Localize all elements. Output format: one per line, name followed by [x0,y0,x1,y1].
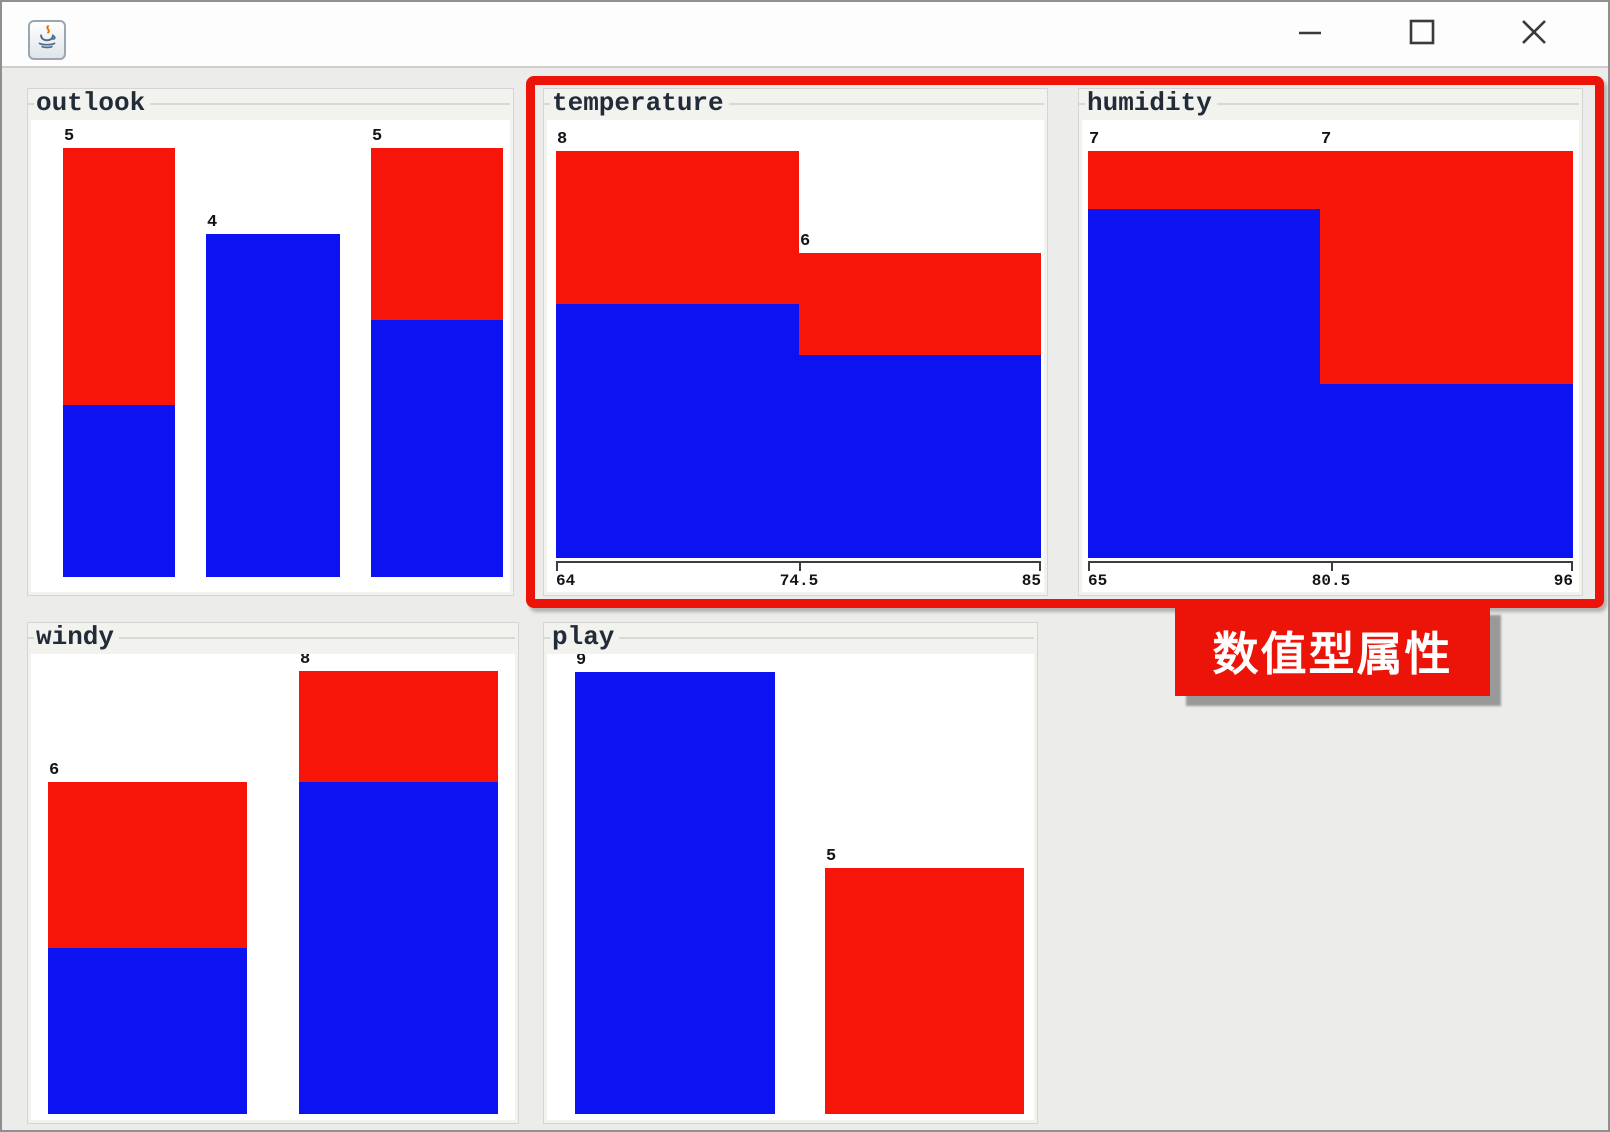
title-border-line [544,637,550,639]
title-border-line [619,637,1034,639]
attribute-name-label: humidity [1087,88,1212,118]
window-controls [1272,2,1572,66]
panel-title-play: play [544,622,1037,653]
x-axis-tick [1039,561,1041,571]
x-axis-max-label: 96 [1553,572,1573,590]
bar-count-label: 6 [49,761,60,780]
title-border-line [28,637,34,639]
title-border-line [544,103,550,105]
attribute-name-label: temperature [552,88,724,118]
bar-segment-blue [1320,384,1573,558]
x-axis-tick [1331,561,1333,571]
numeric-attributes-callout-text: 数值型属性 [1212,626,1453,681]
java-app-icon-button[interactable] [28,20,66,60]
bar-segment-red [48,782,247,948]
bar-segment-red [556,151,799,304]
bar-segment-blue [299,782,498,1114]
title-border-line [150,103,510,105]
bar-count-label: 9 [576,654,587,670]
title-border-line [728,103,1044,105]
bar-segment-red [1088,151,1320,209]
bar-count-label: 6 [800,232,811,251]
numeric-attributes-callout: 数值型属性 [1175,605,1490,696]
bar-segment-blue [63,405,175,577]
panel-outlook: outlook 5 4 5 [27,88,514,596]
x-axis-line [1088,561,1573,563]
attribute-name-label: outlook [36,88,146,118]
x-axis-tick [1088,561,1090,571]
minimize-icon [1296,18,1324,51]
x-axis-min-label: 64 [556,572,576,590]
humidity-chart-canvas: 7 7 65 80.5 96 [1082,120,1579,592]
temperature-chart-canvas: 8 6 64 74.5 85 [547,120,1044,592]
panel-temperature: temperature 8 6 64 74.5 85 [543,88,1048,596]
panel-title-humidity: humidity [1079,88,1582,119]
bar-segment-red [825,868,1024,1114]
bar-count-label: 7 [1089,130,1100,149]
bar-segment-blue [575,672,775,1114]
attribute-name-label: windy [36,622,115,652]
bar-segment-red [299,671,498,782]
maximize-icon [1408,18,1436,51]
bar-count-label: 8 [300,654,311,669]
bar-segment-blue [1088,209,1320,558]
bar-count-label: 8 [557,130,568,149]
bar-segment-blue [799,355,1041,558]
bar-segment-red [1320,151,1573,384]
panel-title-temperature: temperature [544,88,1047,119]
title-border-line [119,637,515,639]
x-axis-mid-label: 80.5 [1311,572,1351,590]
attribute-name-label: play [552,622,615,652]
title-border-line [1079,103,1085,105]
close-button[interactable] [1496,8,1572,60]
x-axis-tick [1571,561,1573,571]
panel-title-outlook: outlook [28,88,513,119]
bar-segment-blue [556,304,799,558]
bar-segment-red [799,253,1041,355]
bar-count-label: 7 [1321,130,1332,149]
bar-segment-red [63,148,175,405]
panel-title-windy: windy [28,622,518,653]
panel-humidity: humidity 7 7 65 80.5 96 [1078,88,1583,596]
bar-segment-red [371,148,503,320]
x-axis-line [556,561,1041,563]
bar-count-label: 5 [372,127,383,146]
outlook-chart-canvas: 5 4 5 [31,120,510,592]
bar-segment-blue [371,320,503,577]
titlebar [2,2,1608,68]
java-coffee-cup-icon [34,24,60,57]
bar-count-label: 5 [826,847,837,866]
close-icon [1519,17,1549,52]
x-axis-tick [556,561,558,571]
bar-segment-blue [48,948,247,1114]
x-axis-min-label: 65 [1088,572,1108,590]
title-border-line [28,103,34,105]
x-axis-tick [799,561,801,571]
bar-count-label: 4 [207,213,218,232]
maximize-button[interactable] [1384,8,1460,60]
x-axis-max-label: 85 [1021,572,1041,590]
title-border-line [1216,103,1579,105]
minimize-button[interactable] [1272,8,1348,60]
x-axis-mid-label: 74.5 [779,572,819,590]
bar-count-label: 5 [64,127,75,146]
bar-segment-blue [206,234,340,577]
